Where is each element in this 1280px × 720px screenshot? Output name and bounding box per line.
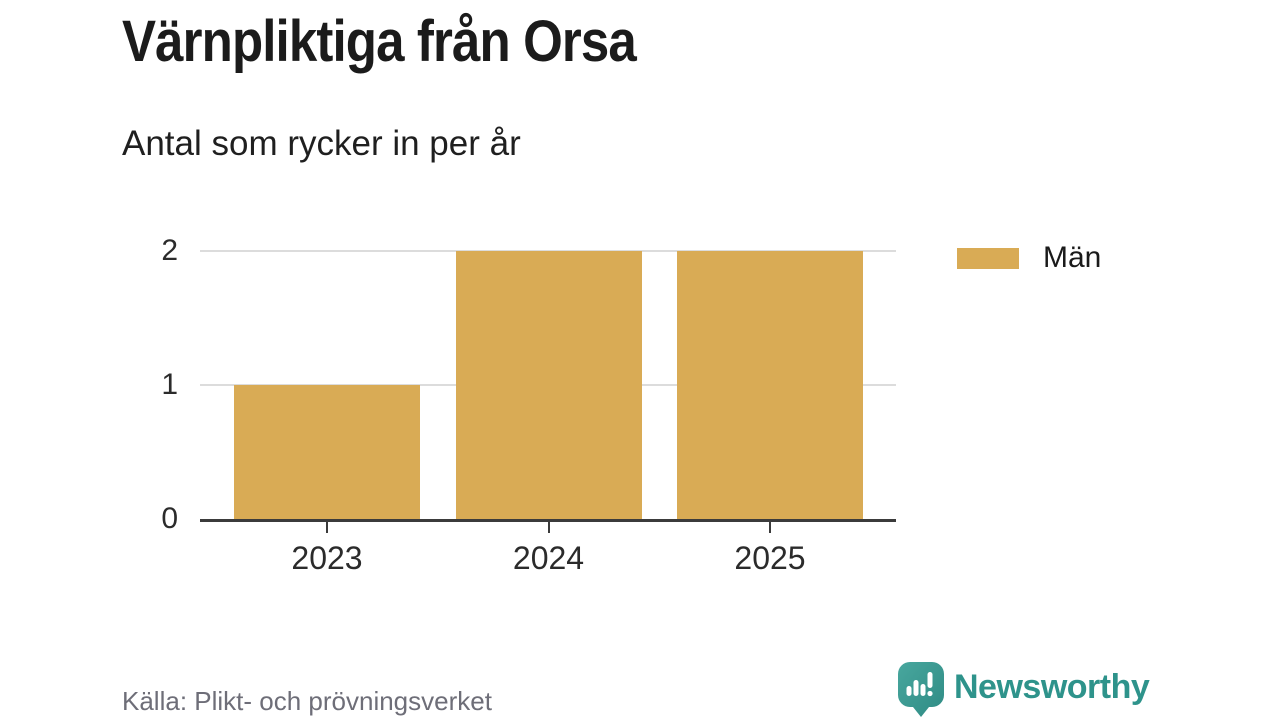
x-axis-label-2023: 2023 xyxy=(291,540,363,576)
newsworthy-logo-icon xyxy=(898,662,944,717)
legend-swatch-man xyxy=(957,247,1019,269)
legend: Män xyxy=(957,243,1101,273)
brand-name: Newsworthy xyxy=(954,668,1150,706)
chart-title: Värnpliktiga från Orsa xyxy=(122,9,637,74)
x-axis-label-2024: 2024 xyxy=(512,540,585,576)
legend-label-man: Män xyxy=(1043,241,1102,274)
bar-2023 xyxy=(234,385,420,519)
source-note: Källa: Plikt- och prövningsverket xyxy=(122,686,492,716)
y-axis-label-0: 0 xyxy=(161,502,178,535)
x-axis-line xyxy=(200,519,896,522)
chart-subtitle: Antal som rycker in per år xyxy=(122,124,521,163)
x-tick-2024 xyxy=(547,522,550,533)
x-tick-2023 xyxy=(326,522,328,533)
bar-2025 xyxy=(677,251,863,519)
x-tick-2025 xyxy=(769,522,771,533)
bar-2024 xyxy=(455,251,642,519)
x-axis-label-2025: 2025 xyxy=(734,540,806,576)
y-axis-label-1: 1 xyxy=(161,368,178,401)
y-axis-label-2: 2 xyxy=(161,234,178,267)
